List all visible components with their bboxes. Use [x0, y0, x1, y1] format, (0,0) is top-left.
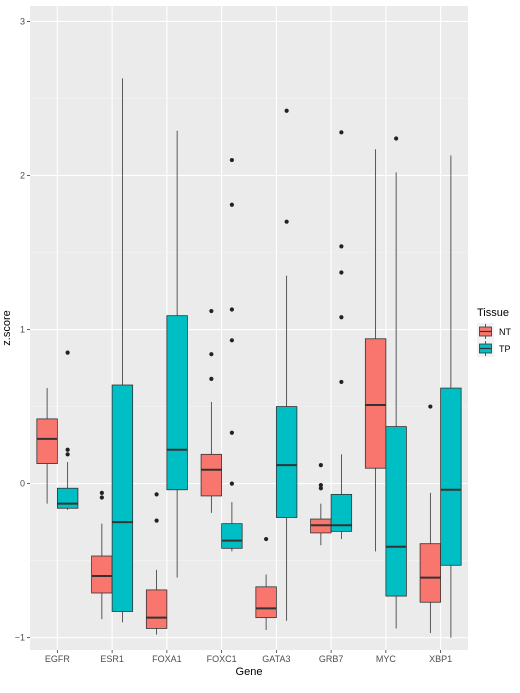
y-tick-label: 0	[20, 479, 25, 489]
box-body	[145, 589, 168, 629]
legend: Tissue NT TP	[477, 307, 511, 357]
box-esr1-tp	[111, 78, 134, 623]
outlier-point	[339, 315, 344, 320]
outlier-point	[229, 430, 234, 435]
legend-key-nt: NT	[477, 323, 511, 340]
outlier-point	[229, 481, 234, 486]
box-body	[221, 523, 243, 549]
box-body	[36, 418, 58, 464]
outlier-point	[264, 536, 269, 542]
outlier-point	[339, 379, 344, 385]
outlier-point	[394, 136, 399, 141]
box-egfr-tp	[56, 350, 79, 510]
x-axis: EGFR ESR1 FOXA1 FOXC1 GATA3 GRB7 MYC XBP1	[45, 650, 452, 664]
x-tick-label: XBP1	[429, 654, 452, 664]
box-gata3-nt	[255, 536, 277, 630]
box-foxa1-tp	[166, 130, 188, 578]
outlier-point	[65, 452, 70, 457]
outlier-point	[318, 483, 323, 488]
box-body	[419, 543, 442, 603]
outlier-point	[428, 404, 433, 409]
box-body	[166, 315, 188, 491]
box-body	[200, 453, 223, 497]
box-foxa1-nt	[145, 492, 168, 635]
outlier-point	[154, 492, 159, 497]
x-tick-label: GATA3	[262, 654, 290, 664]
y-axis: −1 0 1 2 3	[15, 16, 30, 643]
box-series	[36, 78, 462, 638]
outlier-point	[339, 244, 344, 249]
box-xbp1-tp	[440, 155, 462, 638]
outlier-point	[284, 219, 289, 224]
box-myc-nt	[364, 149, 387, 552]
box-xbp1-nt	[419, 404, 442, 634]
outlier-point	[209, 308, 214, 314]
outlier-point	[154, 518, 159, 523]
outlier-point	[65, 447, 70, 452]
legend-title: Tissue	[477, 307, 509, 319]
box-body	[56, 487, 79, 509]
box-body	[111, 384, 134, 612]
outlier-point	[318, 463, 323, 468]
outlier-point	[229, 202, 234, 207]
y-tick-label: −1	[15, 633, 25, 643]
legend-key-tp: TP	[477, 340, 511, 357]
legend-label: TP	[499, 344, 511, 354]
box-foxc1-nt	[200, 308, 223, 513]
box-body	[330, 493, 353, 532]
outlier-point	[209, 352, 214, 357]
legend-label: NT	[499, 327, 511, 337]
outlier-point	[209, 376, 214, 381]
outlier-point	[339, 130, 344, 135]
box-body	[385, 426, 407, 597]
box-body	[364, 338, 387, 469]
y-tick-label: 1	[20, 325, 25, 335]
outlier-point	[318, 486, 323, 491]
box-body	[255, 586, 277, 619]
x-tick-label: EGFR	[45, 654, 71, 664]
outlier-point	[229, 157, 234, 163]
outlier-point	[99, 495, 104, 500]
box-body	[91, 555, 113, 594]
outlier-point	[284, 108, 289, 113]
y-tick-label: 2	[20, 170, 25, 180]
outlier-point	[229, 307, 234, 312]
x-tick-label: FOXA1	[152, 654, 182, 664]
box-egfr-nt	[36, 388, 58, 504]
outlier-point	[65, 350, 70, 355]
x-tick-label: MYC	[376, 654, 397, 664]
y-tick-label: 3	[20, 16, 25, 26]
x-tick-label: FOXC1	[207, 654, 237, 664]
outlier-point	[99, 490, 104, 495]
x-tick-label: GRB7	[319, 654, 344, 664]
y-axis-title: z.score	[1, 310, 13, 345]
box-grb7-tp	[330, 130, 353, 540]
box-foxc1-tp	[221, 157, 243, 552]
outlier-point	[339, 270, 344, 275]
box-gata3-tp	[275, 108, 298, 621]
box-body	[440, 387, 462, 566]
box-body	[275, 406, 298, 518]
outlier-point	[229, 338, 234, 343]
x-tick-label: ESR1	[100, 654, 124, 664]
box-grb7-nt	[310, 463, 332, 546]
x-axis-title: Gene	[236, 666, 263, 678]
box-myc-tp	[385, 136, 407, 629]
